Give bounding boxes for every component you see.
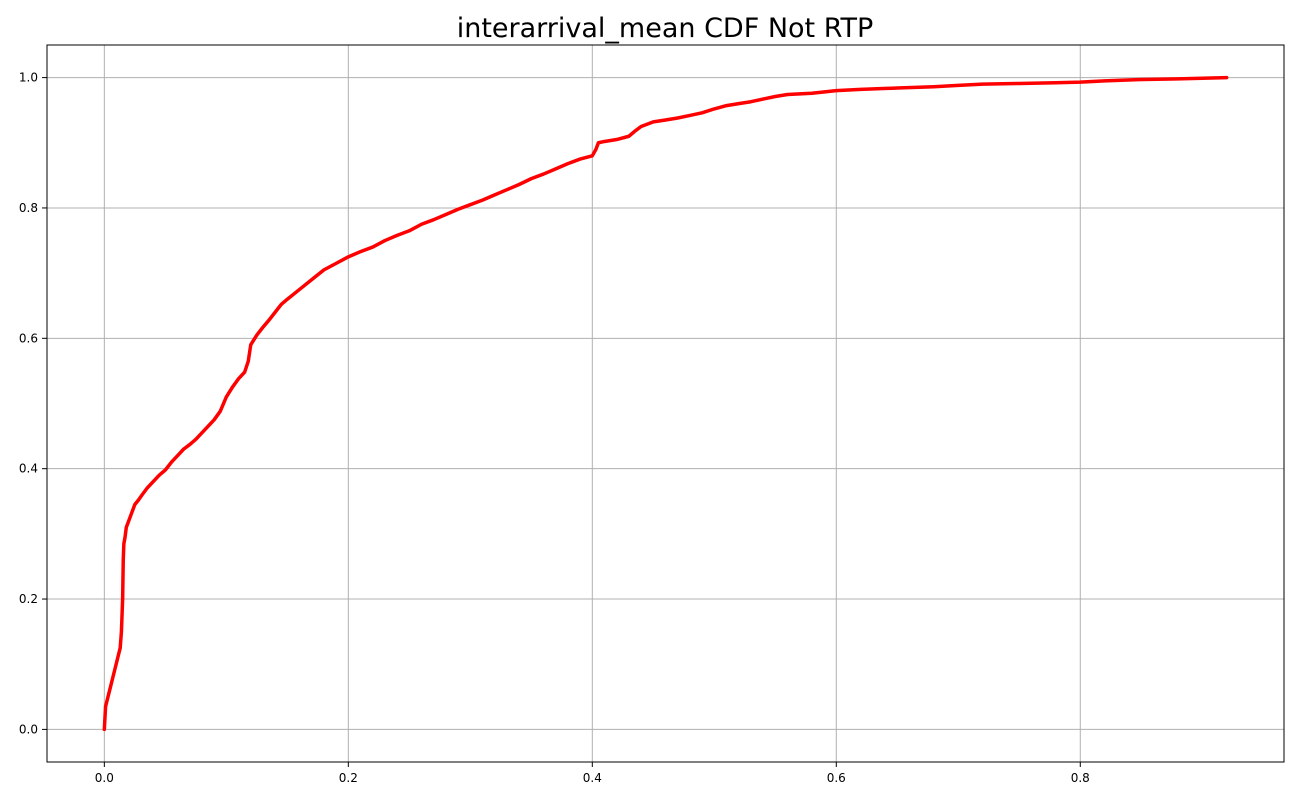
cdf-line [102,75,1229,732]
y-tick-label: 0.4 [19,462,38,476]
plot-frame [46,44,1285,763]
y-tick-label: 0.0 [19,722,38,736]
x-tick-label: 0.4 [583,771,602,785]
y-tick-label: 0.6 [19,331,38,345]
axis-ticks: 0.0 0.2 0.4 0.6 0.8 0.0 0.2 0.4 0.6 0.8 1.0 [19,71,1090,785]
x-tick-label: 0.2 [339,771,358,785]
y-tick-label: 0.8 [19,201,38,215]
x-tick-label: 0.0 [95,771,114,785]
y-tick-label: 1.0 [19,71,38,85]
x-tick-label: 0.6 [827,771,846,785]
x-tick-label: 0.8 [1071,771,1090,785]
grid-lines [47,45,1284,762]
chart-title: interarrival_mean CDF Not RTP [457,13,874,44]
series-layer [102,75,1229,732]
y-tick-label: 0.2 [19,592,38,606]
